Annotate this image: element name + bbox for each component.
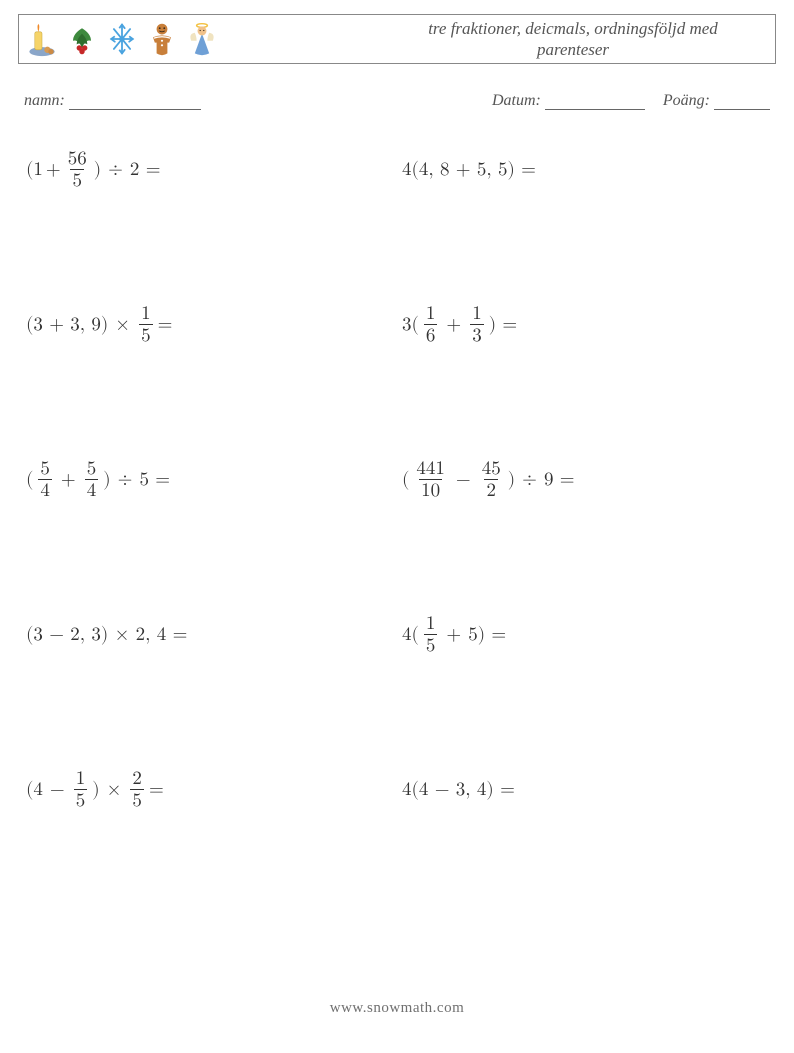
- text: (3 − 2, 3) × 2, 4 =: [26, 623, 187, 646]
- op: ×: [115, 313, 130, 336]
- date-label: Datum:: [492, 92, 541, 110]
- op: +: [446, 623, 461, 646]
- problem-5-left: (4 − 1 5 ) × 2 5 =: [26, 764, 392, 814]
- text: 5) =: [468, 623, 506, 646]
- numerator: 1: [139, 304, 153, 324]
- fraction: 1 5: [74, 769, 88, 810]
- numerator: 1: [74, 769, 88, 789]
- fraction: 441 10: [414, 459, 447, 500]
- text: (4: [26, 778, 43, 801]
- worksheet-page: tre fraktioner, deicmals, ordningsföljd …: [0, 0, 794, 1053]
- name-blank[interactable]: [69, 94, 201, 110]
- text: =: [149, 778, 164, 801]
- denominator: 6: [424, 324, 438, 345]
- meta-left: namn:: [24, 92, 201, 110]
- op: ÷: [118, 468, 133, 491]
- text: 5 =: [139, 468, 170, 491]
- title-line-1: tre fraktioner, deicmals, ordningsföljd …: [428, 19, 718, 38]
- numerator: 56: [66, 149, 89, 169]
- numerator: 5: [38, 459, 52, 479]
- problem-1-right: 4(4, 8 + 5, 5) =: [402, 144, 768, 194]
- text: (3 + 3, 9): [26, 313, 108, 336]
- text: ) =: [489, 313, 517, 336]
- numerator: 441: [414, 459, 447, 479]
- header-box: tre fraktioner, deicmals, ordningsföljd …: [18, 14, 776, 64]
- fraction: 56 5: [66, 149, 89, 190]
- fraction: 1 6: [424, 304, 438, 345]
- problem-1-left: (1 + 56 5 ) ÷ 2 =: [26, 144, 392, 194]
- snowflake-icon: [107, 21, 137, 57]
- worksheet-title: tre fraktioner, deicmals, ordningsföljd …: [383, 18, 763, 61]
- text: 4(4 − 3, 4) =: [402, 778, 515, 801]
- text: (: [26, 468, 33, 491]
- op: −: [456, 468, 471, 491]
- denominator: 5: [130, 789, 144, 810]
- denominator: 4: [85, 479, 99, 500]
- name-label: namn:: [24, 92, 65, 110]
- numerator: 2: [130, 769, 144, 789]
- problem-2-right: 3( 1 6 + 1 3 ) =: [402, 299, 768, 349]
- numerator: 45: [480, 459, 503, 479]
- op: ×: [107, 778, 122, 801]
- problem-4-right: 4( 1 5 + 5) =: [402, 609, 768, 659]
- title-line-2: parenteser: [537, 40, 609, 59]
- op: +: [446, 313, 461, 336]
- text: ): [103, 468, 110, 491]
- score-label: Poäng:: [663, 92, 710, 110]
- fraction: 1 5: [424, 614, 438, 655]
- text: (: [402, 468, 409, 491]
- fraction: 1 3: [470, 304, 484, 345]
- text: ): [508, 468, 515, 491]
- op: ÷: [108, 158, 123, 181]
- fraction: 2 5: [130, 769, 144, 810]
- numerator: 5: [85, 459, 99, 479]
- fraction: 45 2: [480, 459, 503, 500]
- denominator: 5: [74, 789, 88, 810]
- date-blank[interactable]: [545, 94, 645, 110]
- problem-2-left: (3 + 3, 9) × 1 5 =: [26, 299, 392, 349]
- text: 9 =: [544, 468, 575, 491]
- fraction: 5 4: [85, 459, 99, 500]
- problem-3-left: ( 5 4 + 5 4 ) ÷ 5 =: [26, 454, 392, 504]
- text: 4(4, 8 + 5, 5) =: [402, 158, 536, 181]
- footer: www.snowmath.com: [0, 1000, 794, 1017]
- holly-icon: [67, 21, 97, 57]
- denominator: 3: [470, 324, 484, 345]
- meta-right: Datum: Poäng:: [492, 92, 770, 110]
- problems-grid: (1 + 56 5 ) ÷ 2 = 4(4, 8 + 5, 5) = (3 + …: [18, 144, 776, 814]
- text: =: [158, 313, 173, 336]
- fraction: 5 4: [38, 459, 52, 500]
- problem-5-right: 4(4 − 3, 4) =: [402, 764, 768, 814]
- angel-icon: [187, 21, 217, 57]
- op: −: [50, 778, 65, 801]
- problem-4-left: (3 − 2, 3) × 2, 4 =: [26, 609, 392, 659]
- text: 2 =: [130, 158, 161, 181]
- text: 4(: [402, 623, 419, 646]
- meta-row: namn: Datum: Poäng:: [18, 92, 776, 110]
- op: +: [46, 158, 61, 181]
- denominator: 10: [419, 479, 442, 500]
- text: ): [92, 778, 99, 801]
- score-blank[interactable]: [714, 94, 770, 110]
- numerator: 1: [424, 304, 438, 324]
- op: ÷: [522, 468, 537, 491]
- gingerbread-icon: [147, 21, 177, 57]
- text: (1: [26, 158, 43, 181]
- numerator: 1: [470, 304, 484, 324]
- numerator: 1: [424, 614, 438, 634]
- text: 3(: [402, 313, 419, 336]
- denominator: 5: [424, 634, 438, 655]
- text: ): [94, 158, 101, 181]
- denominator: 5: [70, 169, 84, 190]
- problem-3-right: ( 441 10 − 45 2 ) ÷ 9 =: [402, 454, 768, 504]
- fraction: 1 5: [139, 304, 153, 345]
- candle-icon: [27, 21, 57, 57]
- denominator: 2: [484, 479, 498, 500]
- op: +: [61, 468, 76, 491]
- icons-row: [27, 21, 217, 57]
- denominator: 5: [139, 324, 153, 345]
- footer-text: www.snowmath.com: [330, 1000, 465, 1016]
- denominator: 4: [38, 479, 52, 500]
